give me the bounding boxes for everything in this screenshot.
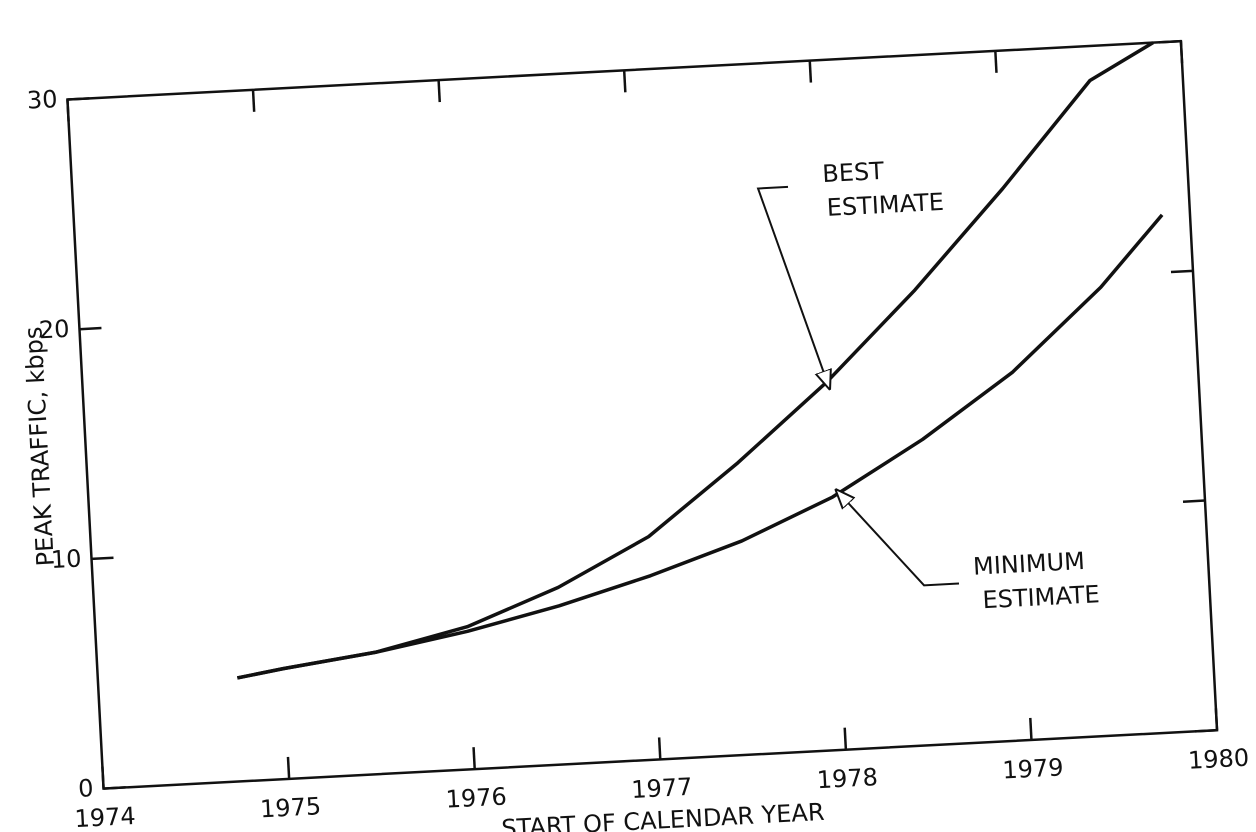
y-tick-label: 0 — [78, 774, 95, 803]
y-tick — [91, 556, 114, 561]
y-tick-label: 10 — [50, 544, 82, 574]
annotation: MINIMUM ESTIMATE — [972, 546, 1100, 614]
x-tick — [472, 747, 476, 770]
x-tick-label: 1975 — [259, 792, 321, 823]
x-tick-label: 1980 — [1187, 744, 1249, 775]
x-axis-label: START OF CALENDAR YEAR — [501, 798, 825, 832]
x-tick-top — [66, 99, 70, 122]
x-tick — [286, 756, 291, 779]
x-tick-label: 1976 — [445, 783, 507, 814]
x-tick-top — [622, 70, 627, 93]
y-tick-right — [1158, 39, 1181, 44]
annotation: BEST ESTIMATE — [817, 154, 945, 222]
y-tick — [79, 326, 102, 331]
y-axis-label: PEAK TRAFFIC, kbps — [19, 326, 60, 567]
series-line — [236, 213, 1164, 680]
y-tick-right — [1182, 499, 1206, 503]
x-tick — [1029, 717, 1033, 741]
x-tick — [1214, 708, 1219, 731]
x-tick-top — [251, 89, 256, 112]
x-tick-label: 1979 — [1002, 753, 1064, 784]
x-tick-label: 1974 — [74, 802, 136, 832]
x-tick-label: 1978 — [816, 763, 878, 794]
plot-area: PEAK TRAFFIC, kbps START OF CALENDAR YEA… — [19, 39, 1250, 832]
x-tick — [101, 766, 105, 789]
y-tick-right — [1194, 728, 1218, 733]
x-tick — [843, 727, 848, 750]
x-tick-top — [994, 50, 998, 73]
x-tick-top — [1179, 41, 1184, 64]
annotation-arrow — [835, 483, 960, 587]
x-tick-label: 1977 — [631, 773, 693, 804]
y-tick — [67, 97, 90, 101]
y-tick-right — [1170, 269, 1194, 274]
x-tick — [657, 737, 662, 760]
x-tick-top — [808, 60, 813, 83]
y-tick-label: 30 — [26, 85, 58, 115]
y-tick — [103, 786, 126, 790]
x-tick-top — [437, 80, 442, 103]
annotation-arrow — [756, 185, 830, 393]
y-tick-label: 20 — [38, 315, 70, 345]
